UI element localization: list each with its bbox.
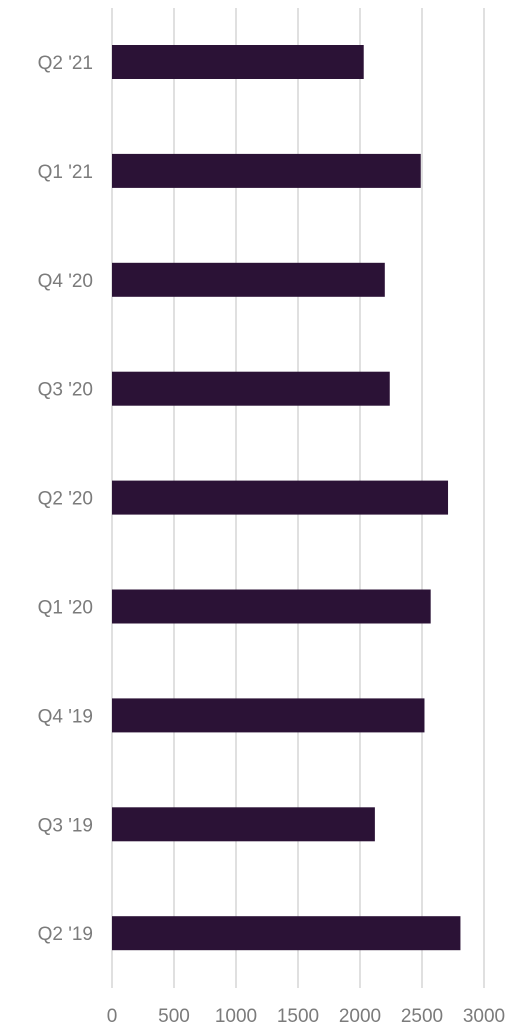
bar-7 bbox=[112, 807, 375, 842]
category-label-6: Q4 '19 bbox=[38, 706, 93, 727]
bar-0 bbox=[112, 45, 364, 79]
bars bbox=[112, 45, 461, 951]
x-axis-tick-labels: 0 500 1000 1500 2000 2500 3000 bbox=[107, 1006, 505, 1027]
x-tick-label-2500: 2500 bbox=[401, 1006, 443, 1027]
bar-8 bbox=[112, 916, 461, 951]
x-tick-label-500: 500 bbox=[158, 1006, 190, 1027]
bar-4 bbox=[112, 480, 449, 515]
category-label-3: Q3 '20 bbox=[38, 380, 93, 401]
category-label-0: Q2 '21 bbox=[38, 53, 93, 74]
category-label-5: Q1 '20 bbox=[38, 598, 93, 619]
category-label-4: Q2 '20 bbox=[38, 489, 93, 510]
category-label-8: Q2 '19 bbox=[38, 924, 93, 945]
x-tick-label-1000: 1000 bbox=[215, 1006, 257, 1027]
bar-2 bbox=[112, 262, 385, 297]
x-tick-label-0: 0 bbox=[107, 1006, 118, 1027]
bar-1 bbox=[112, 153, 421, 188]
bar-6 bbox=[112, 698, 425, 733]
category-label-2: Q4 '20 bbox=[38, 271, 93, 292]
bar-5 bbox=[112, 589, 431, 624]
bar-3 bbox=[112, 371, 390, 406]
x-tick-label-3000: 3000 bbox=[463, 1006, 505, 1027]
category-label-1: Q1 '21 bbox=[38, 162, 93, 183]
category-labels: Q2 '21 Q1 '21 Q4 '20 Q3 '20 Q2 '20 Q1 '20 Q4 '… bbox=[38, 53, 93, 945]
x-tick-label-1500: 1500 bbox=[277, 1006, 319, 1027]
category-label-7: Q3 '19 bbox=[38, 815, 93, 836]
x-tick-label-2000: 2000 bbox=[339, 1006, 381, 1027]
